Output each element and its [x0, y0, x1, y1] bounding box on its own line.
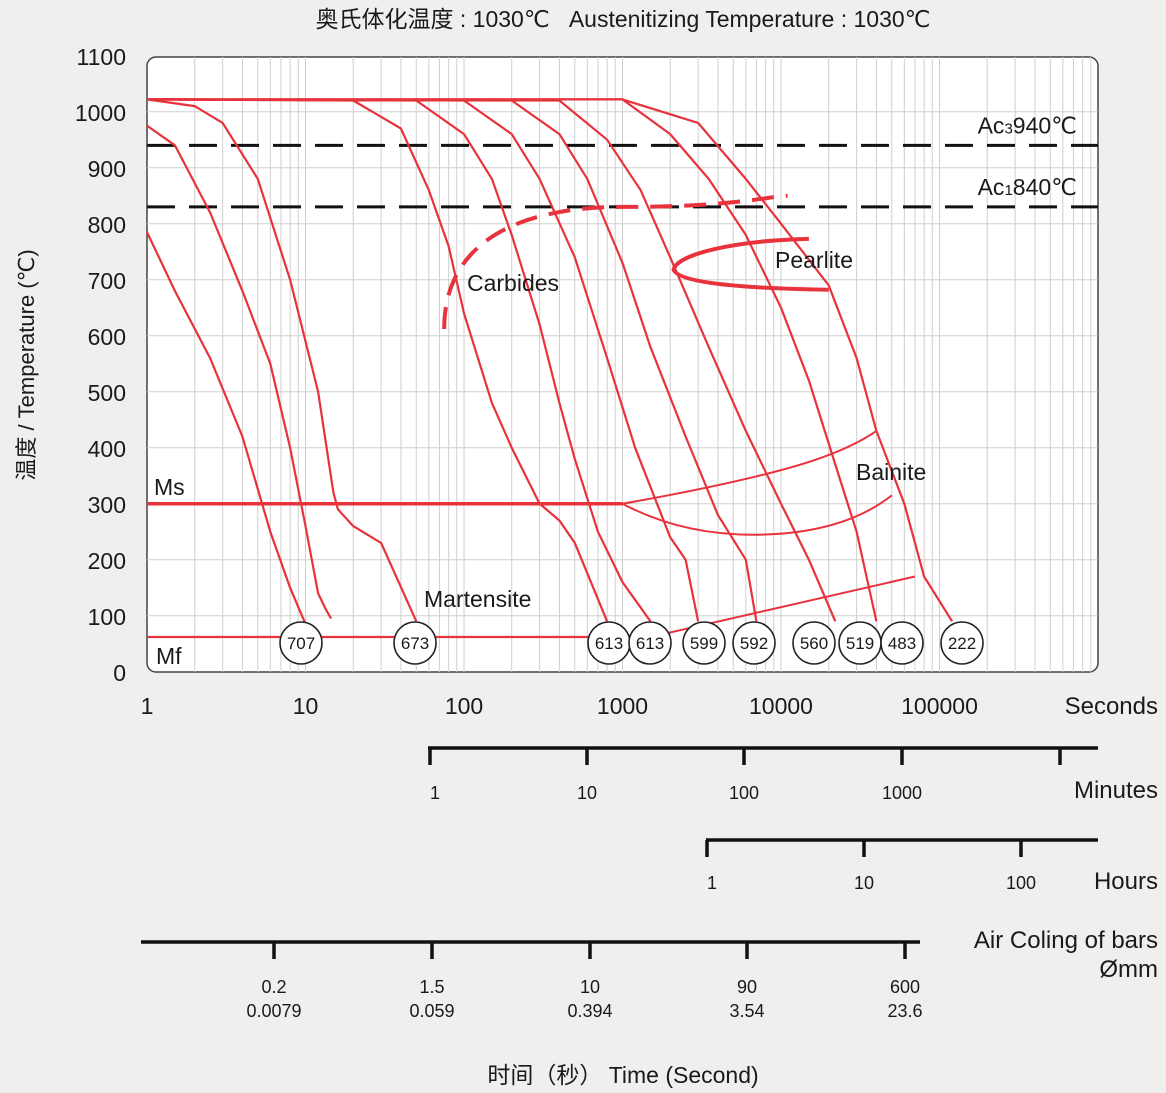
- cooling-curve: [146, 98, 758, 622]
- y-tick-label: 400: [88, 436, 126, 462]
- air-cooling-tick-bottom: 3.54: [729, 1001, 764, 1021]
- air-cooling-tick-top: 0.2: [261, 977, 286, 997]
- pearlite-label: Pearlite: [775, 247, 853, 273]
- cooling-curve: [146, 98, 418, 622]
- air-cooling-tick-top: 10: [580, 977, 600, 997]
- y-tick-label: 600: [88, 324, 126, 350]
- x-tick-label: 1000: [597, 693, 648, 719]
- cooling-curve: [146, 98, 652, 622]
- carbides-boundary: [442, 193, 788, 330]
- y-tick-label: 300: [88, 492, 126, 518]
- grid: [147, 57, 1098, 672]
- y-tick-label: 500: [88, 380, 126, 406]
- secondary-tick-label: 1: [707, 873, 717, 893]
- hardness-marker: [792, 621, 836, 665]
- x-tick-label: 10000: [749, 693, 813, 719]
- y-tick-label: 1100: [77, 44, 126, 70]
- bainite-lower-boundary: [622, 494, 893, 536]
- cooling-curve: [146, 98, 609, 622]
- cooling-curve: [147, 98, 954, 622]
- hardness-marker: [393, 621, 437, 665]
- air-cooling-label: Air Coling of bars: [974, 927, 1158, 954]
- carbides-label: Carbides: [467, 270, 559, 296]
- air-cooling-tick-bottom: 23.6: [887, 1001, 922, 1021]
- x-tick-label: 100: [445, 693, 483, 719]
- x-axis-label: 时间（秒） Time (Second): [487, 1062, 758, 1088]
- x-unit-label: Seconds: [1065, 693, 1158, 720]
- x-tick-label: 10: [293, 693, 319, 719]
- hardness-marker: [628, 621, 672, 665]
- air-cooling-tick-bottom: 0.0079: [246, 1001, 301, 1021]
- secondary-axis-name: Hours: [1094, 868, 1158, 895]
- mf-label: Mf: [156, 643, 182, 669]
- cooling-curve: [146, 124, 333, 620]
- secondary-tick-label: 1: [430, 783, 440, 803]
- bainite-label: Bainite: [856, 459, 926, 485]
- pearlite-nose: [671, 236, 829, 292]
- regions: Ms Mf Martensite Carbides Pearlite Bainite: [154, 247, 926, 669]
- hardness-value: 483: [888, 634, 916, 653]
- secondary-tick-label: 100: [1006, 873, 1036, 893]
- y-axis-label: 温度 / Temperature (℃): [14, 249, 39, 480]
- air-cooling-tick-top: 600: [890, 977, 920, 997]
- y-tick-label: 0: [113, 660, 126, 686]
- hardness-value: 707: [287, 634, 315, 653]
- air-cooling-tick-top: 90: [737, 977, 757, 997]
- y-tick-label: 200: [88, 548, 126, 574]
- x-tick-label: 100000: [901, 693, 978, 719]
- secondary-tick-label: 1000: [882, 783, 922, 803]
- chart-title: 奥氏体化温度 : 1030℃ Austenitizing Temperature…: [315, 6, 930, 32]
- hardness-marker: [279, 621, 323, 665]
- cooling-curve: [146, 231, 307, 625]
- air-cooling-tick-bottom: 0.059: [409, 1001, 454, 1021]
- y-tick-label: 800: [88, 212, 126, 238]
- secondary-tick-label: 10: [854, 873, 874, 893]
- reference-line-label: Ac3940℃: [978, 112, 1077, 138]
- hardness-value: 222: [948, 634, 976, 653]
- hardness-marker: [732, 621, 776, 665]
- hardness-marker: [880, 621, 924, 665]
- cooling-curve: [146, 98, 700, 622]
- hardness-markers: 707 673 613 613 599 592 560 519 483 222: [279, 621, 984, 665]
- ms-label: Ms: [154, 474, 185, 500]
- cooling-curve: [147, 98, 878, 622]
- hardness-value: 673: [401, 634, 429, 653]
- reference-line-label: Ac1840℃: [978, 174, 1077, 200]
- secondary-tick-label: 100: [729, 783, 759, 803]
- air-cooling-unit: Ømm: [1099, 956, 1158, 983]
- air-cooling-tick-top: 1.5: [419, 977, 444, 997]
- martensite-label: Martensite: [424, 586, 531, 612]
- hardness-marker: [682, 621, 726, 665]
- hardness-value: 519: [846, 634, 874, 653]
- hardness-value: 592: [740, 634, 768, 653]
- x-tick-label: 1: [141, 693, 154, 719]
- cooling-curves: [146, 98, 954, 639]
- air-cooling-tick-bottom: 0.394: [567, 1001, 612, 1021]
- y-tick-label: 900: [88, 156, 126, 182]
- secondary-axis-name: Minutes: [1074, 777, 1158, 804]
- hardness-value: 599: [690, 634, 718, 653]
- y-tick-label: 700: [88, 268, 126, 294]
- hardness-value: 560: [800, 634, 828, 653]
- bainite-upper-boundary: [622, 430, 877, 505]
- hardness-value: 613: [595, 634, 623, 653]
- secondary-tick-label: 10: [577, 783, 597, 803]
- hardness-marker: [940, 621, 984, 665]
- y-tick-label: 100: [88, 604, 126, 630]
- hardness-value: 613: [636, 634, 664, 653]
- y-tick-label: 1000: [75, 100, 126, 126]
